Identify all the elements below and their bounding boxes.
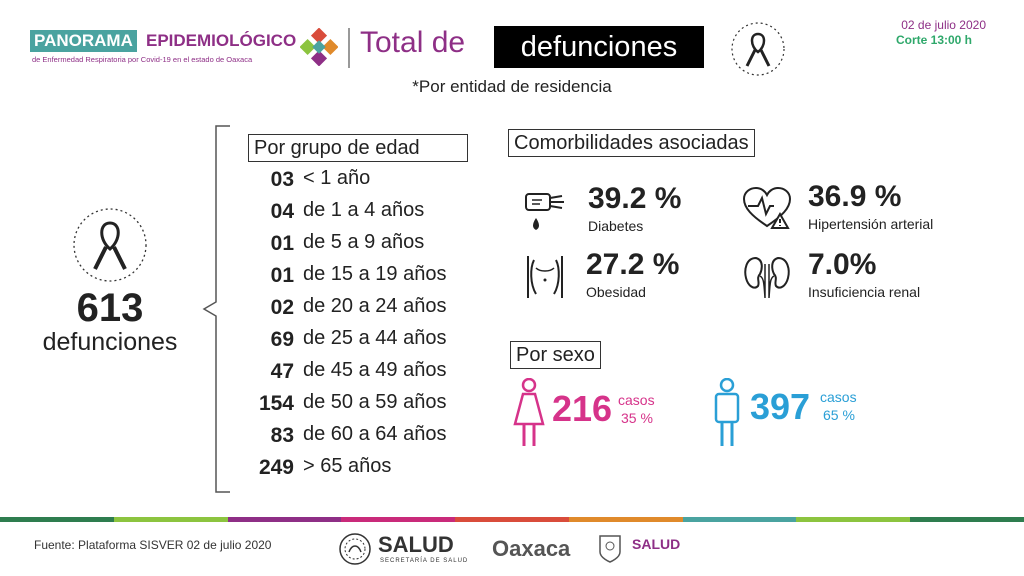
male-figure-icon bbox=[714, 378, 740, 446]
age-range: de 45 a 49 años bbox=[303, 359, 447, 381]
stripe-segment bbox=[796, 517, 911, 522]
list-item: 01 de 5 a 9 años bbox=[250, 228, 490, 260]
age-range: de 50 a 59 años bbox=[303, 391, 447, 413]
salud-logo: SALUD SECRETARÍA DE SALUD bbox=[338, 530, 478, 570]
female-figure-icon bbox=[513, 378, 545, 446]
report-date: 02 de julio 2020 bbox=[901, 18, 986, 32]
color-stripe bbox=[0, 517, 1024, 522]
comorbidity-percent: 39.2 % bbox=[588, 182, 682, 215]
logo-subtitle: de Enfermedad Respiratoria por Covid-19 … bbox=[32, 55, 253, 64]
age-count: 01 bbox=[270, 232, 294, 255]
stripe-segment bbox=[682, 517, 797, 522]
title-prefix: Total de bbox=[360, 26, 466, 59]
panorama-logo: PANORAMA EPIDEMIOLÓGICO de Enfermedad Re… bbox=[30, 30, 340, 70]
age-count: 47 bbox=[270, 360, 294, 383]
comorbidity-percent: 7.0% bbox=[808, 248, 877, 281]
title-highlight: defunciones bbox=[494, 26, 704, 68]
subtitle: *Por entidad de residencia bbox=[412, 77, 612, 96]
mourning-ribbon-icon bbox=[731, 22, 785, 76]
list-item: 01 de 15 a 19 años bbox=[250, 260, 490, 292]
comorbidity-name: Hipertensión arterial bbox=[808, 216, 934, 232]
male-percent: 65 % bbox=[823, 407, 855, 423]
list-item: 154 de 50 a 59 años bbox=[250, 388, 490, 420]
female-count: 216 bbox=[552, 388, 613, 429]
list-item: 249 > 65 años bbox=[250, 452, 490, 484]
age-range: < 1 año bbox=[303, 167, 371, 189]
salud-oaxaca-logo-text: SALUD bbox=[632, 536, 681, 552]
list-item: 69 de 25 a 44 años bbox=[250, 324, 490, 356]
age-range: de 1 a 4 años bbox=[303, 199, 425, 221]
age-group-list: 03 < 1 año 04 de 1 a 4 años 01 de 5 a 9 año… bbox=[250, 164, 490, 484]
female-casos-label: casos bbox=[618, 392, 655, 408]
age-count: 154 bbox=[258, 392, 294, 415]
oaxaca-seal-icon bbox=[599, 535, 621, 563]
comorbidity-name: Diabetes bbox=[588, 218, 644, 234]
list-item: 04 de 1 a 4 años bbox=[250, 196, 490, 228]
age-count: 249 bbox=[258, 456, 294, 479]
list-item: 47 de 45 a 49 años bbox=[250, 356, 490, 388]
comorbidities-header: Comorbilidades asociadas bbox=[508, 129, 755, 157]
national-seal-icon bbox=[339, 533, 371, 565]
data-source: Fuente: Plataforma SISVER 02 de julio 20… bbox=[34, 538, 272, 552]
curly-brace bbox=[202, 125, 230, 493]
stripe-segment bbox=[341, 517, 456, 522]
list-item: 02 de 20 a 24 años bbox=[250, 292, 490, 324]
stripe-segment bbox=[113, 517, 228, 522]
logo-word-panorama: PANORAMA bbox=[30, 30, 137, 52]
colored-cross-logo-icon bbox=[300, 28, 338, 66]
logo-word-epidemiologico: EPIDEMIOLÓGICO bbox=[146, 31, 297, 50]
stripe-segment bbox=[568, 517, 683, 522]
heart-warning-icon bbox=[742, 186, 792, 229]
age-group-header: Por grupo de edad bbox=[248, 134, 468, 162]
age-range: > 65 años bbox=[303, 455, 392, 477]
male-casos-label: casos bbox=[820, 389, 857, 405]
kidneys-icon bbox=[744, 256, 790, 299]
age-range: de 15 a 19 años bbox=[303, 263, 447, 285]
stripe-segment bbox=[910, 517, 1024, 522]
age-count: 04 bbox=[270, 200, 294, 223]
sex-header: Por sexo bbox=[510, 341, 601, 369]
age-count: 01 bbox=[270, 264, 294, 287]
comorbidity-percent: 27.2 % bbox=[586, 248, 680, 281]
age-count: 03 bbox=[270, 168, 294, 191]
comorbidity-percent: 36.9 % bbox=[808, 180, 902, 213]
glucose-meter-icon bbox=[525, 193, 564, 230]
age-range: de 5 a 9 años bbox=[303, 231, 425, 253]
age-range: de 60 a 64 años bbox=[303, 423, 447, 445]
stripe-segment bbox=[0, 517, 114, 522]
oaxaca-logo-text: Oaxaca bbox=[492, 536, 571, 561]
list-item: 03 < 1 año bbox=[250, 164, 490, 196]
header-divider bbox=[348, 28, 350, 68]
age-count: 83 bbox=[270, 424, 294, 447]
body-obesity-icon bbox=[527, 256, 563, 298]
salud-logo-subtext: SECRETARÍA DE SALUD bbox=[380, 558, 469, 564]
age-count: 02 bbox=[270, 296, 294, 319]
stripe-segment bbox=[455, 517, 569, 522]
total-deaths-label: defunciones bbox=[42, 328, 178, 356]
total-deaths-value: 613 bbox=[76, 286, 144, 330]
mourning-ribbon-icon bbox=[73, 208, 147, 282]
age-count: 69 bbox=[270, 328, 294, 351]
male-count: 397 bbox=[750, 386, 811, 427]
stripe-segment bbox=[227, 517, 342, 522]
list-item: 83 de 60 a 64 años bbox=[250, 420, 490, 452]
female-percent: 35 % bbox=[621, 410, 653, 426]
comorbidity-name: Insuficiencia renal bbox=[808, 284, 921, 300]
age-range: de 20 a 24 años bbox=[303, 295, 447, 317]
cutoff-time: Corte 13:00 h bbox=[895, 33, 972, 47]
salud-logo-text: SALUD bbox=[378, 532, 454, 557]
comorbidity-name: Obesidad bbox=[586, 284, 646, 300]
age-range: de 25 a 44 años bbox=[303, 327, 447, 349]
